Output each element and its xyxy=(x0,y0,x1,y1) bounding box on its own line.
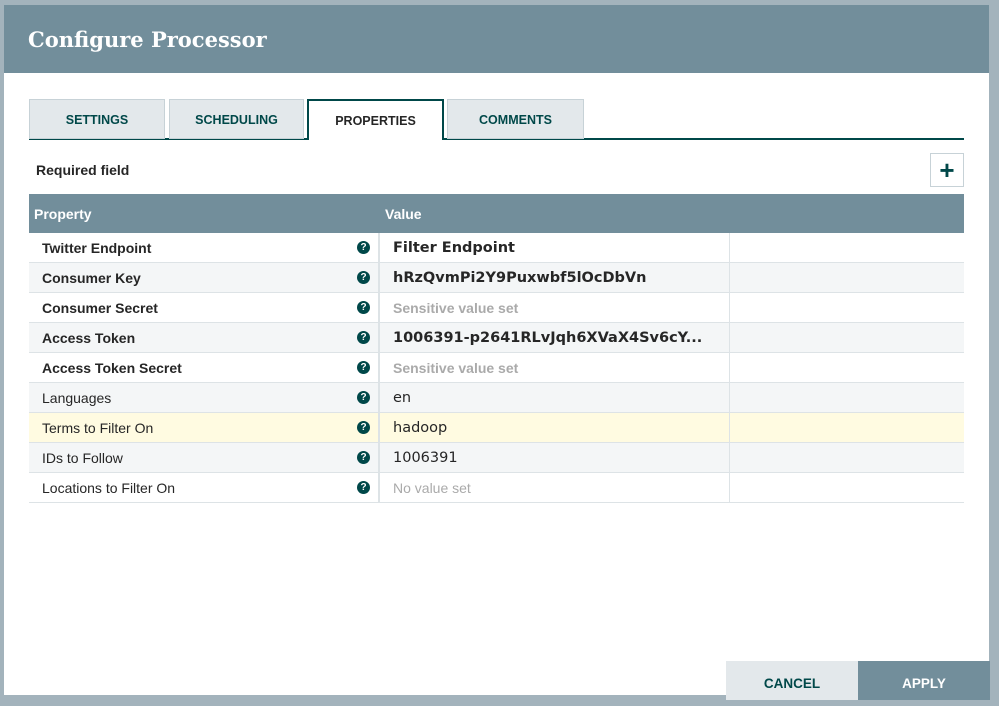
table-row[interactable]: Consumer Key ? hRzQvmPi2Y9Puxwbf5lOcDbVn xyxy=(29,263,964,293)
table-row[interactable]: Terms to Filter On ? hadoop xyxy=(29,413,964,443)
property-value[interactable]: 1006391 xyxy=(393,450,458,466)
property-name: IDs to Follow xyxy=(42,450,123,466)
column-divider xyxy=(378,353,380,382)
configure-processor-dialog: Configure Processor SETTINGS SCHEDULING … xyxy=(4,5,990,700)
help-icon[interactable]: ? xyxy=(357,391,370,404)
property-value[interactable]: hadoop xyxy=(393,420,448,436)
column-divider xyxy=(378,263,380,292)
table-header: Property Value xyxy=(29,194,964,233)
help-icon[interactable]: ? xyxy=(357,481,370,494)
column-divider xyxy=(378,443,380,472)
column-divider xyxy=(729,263,730,292)
help-icon[interactable]: ? xyxy=(357,241,370,254)
column-divider xyxy=(378,473,380,502)
required-field-label: Required field xyxy=(36,162,130,178)
help-icon[interactable]: ? xyxy=(357,331,370,344)
tab-comments[interactable]: COMMENTS xyxy=(447,99,584,139)
column-header-property[interactable]: Property xyxy=(34,206,92,222)
tab-properties[interactable]: PROPERTIES xyxy=(307,99,444,140)
help-icon[interactable]: ? xyxy=(357,271,370,284)
table-row[interactable]: Consumer Secret ? Sensitive value set xyxy=(29,293,964,323)
property-value[interactable]: Sensitive value set xyxy=(393,360,519,376)
property-name: Twitter Endpoint xyxy=(42,240,152,256)
apply-button[interactable]: APPLY xyxy=(858,661,990,700)
property-name: Access Token xyxy=(42,330,136,346)
column-header-value[interactable]: Value xyxy=(385,206,422,222)
column-divider xyxy=(378,233,380,262)
plus-icon: + xyxy=(939,155,955,185)
column-divider xyxy=(729,293,730,322)
help-icon[interactable]: ? xyxy=(357,421,370,434)
property-name: Consumer Secret xyxy=(42,300,158,316)
tab-bar: SETTINGS SCHEDULING PROPERTIES COMMENTS xyxy=(29,99,964,140)
tab-scheduling[interactable]: SCHEDULING xyxy=(169,99,304,139)
property-name: Terms to Filter On xyxy=(42,420,154,436)
table-row[interactable]: Access Token ? 1006391-p2641RLvJqh6XVaX4… xyxy=(29,323,964,353)
cancel-button[interactable]: CANCEL xyxy=(726,661,858,700)
table-row[interactable]: Locations to Filter On ? No value set xyxy=(29,473,964,503)
property-value[interactable]: hRzQvmPi2Y9Puxwbf5lOcDbVn xyxy=(393,270,647,286)
column-divider xyxy=(729,413,730,442)
property-name: Access Token Secret xyxy=(42,360,182,376)
column-divider xyxy=(729,323,730,352)
table-row[interactable]: Languages ? en xyxy=(29,383,964,413)
help-icon[interactable]: ? xyxy=(357,301,370,314)
column-divider xyxy=(729,383,730,412)
column-divider xyxy=(378,383,380,412)
table-row[interactable]: Access Token Secret ? Sensitive value se… xyxy=(29,353,964,383)
column-divider xyxy=(729,353,730,382)
table-row[interactable]: IDs to Follow ? 1006391 xyxy=(29,443,964,473)
help-icon[interactable]: ? xyxy=(357,361,370,374)
property-name: Locations to Filter On xyxy=(42,480,176,496)
column-divider xyxy=(729,443,730,472)
add-property-button[interactable]: + xyxy=(930,153,964,187)
property-name: Consumer Key xyxy=(42,270,141,286)
help-icon[interactable]: ? xyxy=(357,451,370,464)
column-divider xyxy=(378,323,380,352)
column-divider xyxy=(378,413,380,442)
property-value[interactable]: Filter Endpoint xyxy=(393,240,515,256)
table-row[interactable]: Twitter Endpoint ? Filter Endpoint xyxy=(29,233,964,263)
properties-table: Property Value Twitter Endpoint ? Filter… xyxy=(29,194,964,503)
property-value[interactable]: No value set xyxy=(393,480,471,496)
property-value[interactable]: en xyxy=(393,390,412,406)
tab-settings[interactable]: SETTINGS xyxy=(29,99,165,139)
column-divider xyxy=(729,473,730,502)
property-name: Languages xyxy=(42,390,112,406)
property-value[interactable]: 1006391-p2641RLvJqh6XVaX4Sv6cY... xyxy=(393,330,703,346)
property-value[interactable]: Sensitive value set xyxy=(393,300,519,316)
column-divider xyxy=(378,293,380,322)
column-divider xyxy=(729,233,730,262)
dialog-title: Configure Processor xyxy=(4,5,989,73)
